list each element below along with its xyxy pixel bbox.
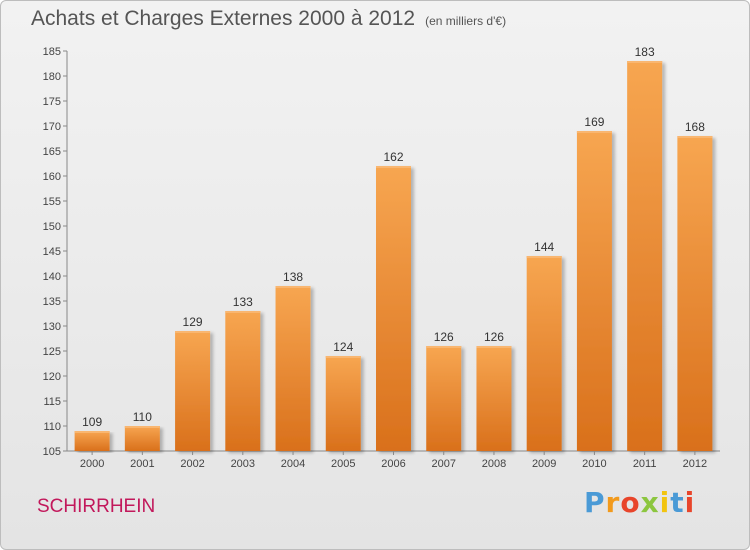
y-tick-label: 165 [43,146,61,158]
y-tick-label: 150 [43,221,61,233]
y-tick-label: 155 [43,196,61,208]
commune-name: SCHIRRHEIN [37,496,156,517]
data-label: 162 [383,150,403,164]
bar-top-highlight [275,286,311,288]
bar-top-highlight [526,256,562,258]
bar-top-highlight [175,331,211,333]
bar-top-highlight [576,131,612,133]
bar-top-highlight [627,61,663,63]
y-tick-label: 110 [43,421,61,433]
data-label: 169 [584,115,604,129]
y-tick-label: 145 [43,246,61,258]
data-label: 183 [635,45,655,59]
y-tick-label: 130 [43,321,61,333]
x-tick-label: 2004 [281,458,305,470]
data-label: 109 [82,415,102,429]
y-tick-label: 185 [43,46,61,58]
x-tick-label: 2003 [231,458,255,470]
x-tick-label: 2000 [80,458,104,470]
bar-top-highlight [225,311,261,313]
bar-top-highlight [476,346,512,348]
bar [376,166,411,451]
bar [426,346,462,451]
bar [476,346,512,451]
x-tick-label: 2005 [331,458,355,470]
title-text: Achats et Charges Externes 2000 à 2012 [31,7,416,30]
x-tick-label: 2007 [431,458,455,470]
x-tick-label: 2012 [683,458,707,470]
bar [275,286,311,451]
y-tick-label: 125 [43,346,61,358]
x-tick-label: 2010 [582,458,606,470]
x-tick-label: 2009 [532,458,556,470]
bar [526,256,562,451]
bar-top-highlight [74,431,110,433]
y-tick-label: 175 [43,96,61,108]
y-tick-label: 120 [43,371,61,383]
logo-letter: x [640,486,660,519]
logo-letter: i [684,486,696,519]
data-label: 133 [233,295,253,309]
y-tick-label: 115 [43,396,61,408]
bar-top-highlight [124,426,160,428]
data-label: 126 [434,330,454,344]
logo-letter: o [620,486,641,519]
unit-label: (en milliers d'€) [425,14,507,28]
bar [74,431,110,451]
y-tick-label: 160 [43,171,61,183]
bar [576,131,612,451]
logo-letter: P [584,486,606,519]
bar-top-highlight [325,356,361,358]
data-label: 110 [133,410,152,424]
y-tick-label: 140 [43,271,61,283]
x-tick-label: 2006 [381,458,405,470]
bar [124,426,160,451]
data-label: 129 [183,315,203,329]
logo-letter: r [605,486,621,519]
data-label: 168 [685,120,705,134]
data-label: 138 [283,270,303,284]
data-label: 124 [333,340,353,354]
y-tick-label: 105 [43,446,61,458]
logo-letter: t [670,486,685,519]
bar [175,331,211,451]
bar-top-highlight [677,136,713,138]
y-tick-label: 170 [43,121,61,133]
y-tick-label: 180 [43,71,61,83]
x-tick-label: 2002 [180,458,204,470]
proxiti-logo: Proxiti [584,486,695,519]
x-tick-label: 2011 [633,458,657,470]
logo-letter: i [659,486,671,519]
data-label: 144 [534,240,554,254]
bar-top-highlight [376,166,411,168]
bar [225,311,261,451]
chart-title: Achats et Charges Externes 2000 à 2012 (e… [31,7,506,31]
data-label: 126 [484,330,504,344]
x-tick-label: 2008 [482,458,506,470]
bar [325,356,361,451]
bar-top-highlight [426,346,462,348]
y-tick-label: 135 [43,296,61,308]
bar [627,61,663,451]
x-tick-label: 2001 [130,458,154,470]
bar [677,136,713,451]
